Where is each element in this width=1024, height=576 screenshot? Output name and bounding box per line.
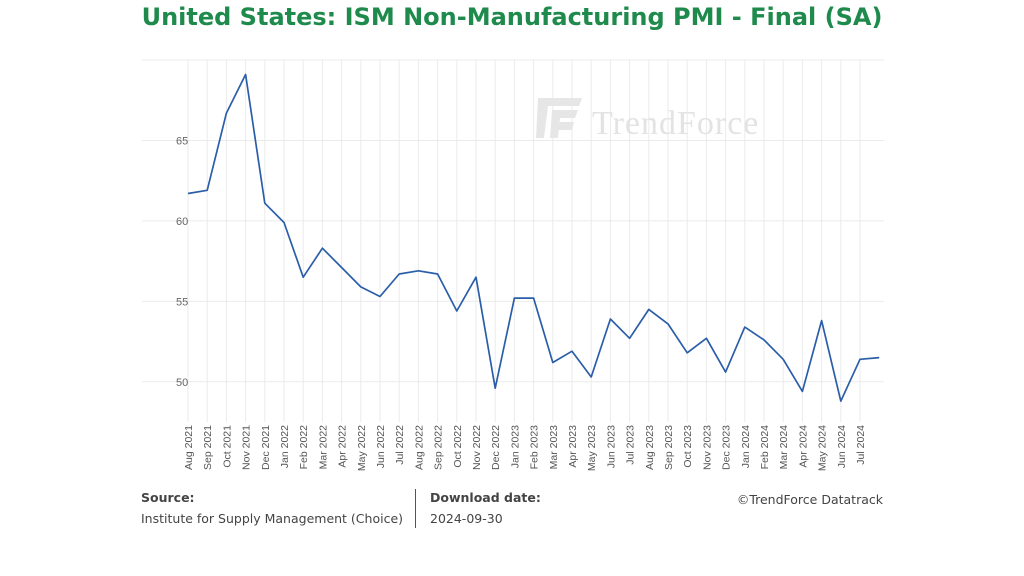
data-point — [206, 189, 208, 191]
x-tick-label: Nov 2023 — [701, 425, 713, 470]
x-tick-label: Aug 2023 — [644, 425, 656, 470]
data-point — [341, 267, 343, 269]
x-tick-label: Sep 2021 — [202, 425, 214, 470]
x-tick-label: Oct 2021 — [221, 425, 233, 468]
y-tick-label: 60 — [176, 216, 188, 228]
x-tick-label: Oct 2023 — [682, 425, 694, 468]
x-tick-label: Oct 2022 — [452, 425, 464, 468]
x-tick-label: Feb 2023 — [529, 425, 541, 470]
data-point — [494, 387, 496, 389]
data-point — [302, 276, 304, 278]
x-tick-label: Sep 2022 — [433, 425, 445, 470]
x-tick-label: Jun 2023 — [605, 425, 617, 468]
data-point — [456, 310, 458, 312]
data-point — [801, 390, 803, 392]
data-point — [782, 358, 784, 360]
download-block: Download date: 2024-09-30 — [430, 490, 541, 526]
y-tick-label: 65 — [176, 135, 188, 147]
data-point — [878, 357, 880, 359]
data-point — [840, 400, 842, 402]
x-tick-label: Nov 2021 — [241, 425, 253, 470]
x-tick-label: Mar 2022 — [317, 425, 329, 470]
y-axis: 50 55 60 65 — [176, 135, 188, 388]
data-point — [533, 297, 535, 299]
data-point — [264, 202, 266, 204]
gridlines — [142, 59, 884, 422]
data-point — [571, 350, 573, 352]
download-value: 2024-09-30 — [430, 511, 503, 526]
trendforce-logo-icon — [536, 98, 582, 138]
x-tick-label: Aug 2022 — [413, 425, 425, 470]
x-tick-label: Jun 2022 — [375, 425, 387, 468]
x-tick-label: May 2024 — [817, 425, 829, 471]
y-tick-label: 50 — [176, 377, 188, 389]
x-tick-label: Jan 2023 — [509, 425, 521, 468]
x-tick-label: Dec 2021 — [260, 425, 272, 470]
series-line — [187, 73, 880, 402]
data-point — [321, 247, 323, 249]
source-block: Source: Institute for Supply Management … — [141, 490, 403, 526]
x-tick-label: Dec 2023 — [721, 425, 733, 470]
data-point — [398, 273, 400, 275]
x-tick-label: Jan 2022 — [279, 425, 291, 468]
x-axis: Aug 2021 Sep 2021 Oct 2021 Nov 2021 Dec 2021… — [183, 425, 867, 471]
x-tick-label: Apr 2023 — [567, 425, 579, 468]
x-tick-label: Jun 2024 — [836, 425, 848, 468]
data-point — [360, 286, 362, 288]
data-point — [705, 337, 707, 339]
data-point — [590, 376, 592, 378]
download-label: Download date: — [430, 490, 541, 505]
x-tick-label: Apr 2024 — [797, 425, 809, 468]
x-tick-label: May 2023 — [586, 425, 598, 471]
data-point — [667, 323, 669, 325]
data-point — [744, 326, 746, 328]
copyright-text: ©TrendForce Datatrack — [736, 492, 883, 507]
data-point — [187, 193, 189, 195]
chart-title: United States: ISM Non-Manufacturing PMI… — [141, 3, 883, 31]
data-point — [686, 352, 688, 354]
data-point — [821, 320, 823, 322]
x-tick-label: Mar 2024 — [778, 425, 790, 470]
data-point — [725, 371, 727, 373]
line-chart: TrendForce 50 55 60 65 Aug 2021 Sep 2021 Oct … — [142, 59, 884, 471]
x-tick-label: Feb 2022 — [298, 425, 310, 470]
x-tick-label: Aug 2021 — [183, 425, 195, 470]
data-point — [245, 73, 247, 75]
data-point — [513, 297, 515, 299]
x-tick-label: Jan 2024 — [740, 425, 752, 468]
y-tick-label: 55 — [176, 296, 188, 308]
x-tick-label: Jul 2022 — [394, 425, 406, 465]
data-point — [225, 112, 227, 114]
data-point — [283, 221, 285, 223]
footer-divider — [415, 489, 416, 528]
x-tick-label: Feb 2024 — [759, 425, 771, 470]
data-point — [859, 358, 861, 360]
data-point — [629, 337, 631, 339]
x-tick-label: Apr 2022 — [337, 425, 349, 468]
x-tick-label: Mar 2023 — [548, 425, 560, 470]
watermark-text: TrendForce — [592, 105, 759, 142]
data-point — [609, 318, 611, 320]
data-point — [437, 273, 439, 275]
trendforce-watermark: TrendForce — [536, 98, 759, 142]
x-tick-label: May 2022 — [356, 425, 368, 471]
data-point — [552, 361, 554, 363]
data-point — [475, 276, 477, 278]
data-point — [763, 339, 765, 341]
x-tick-label: Sep 2023 — [663, 425, 675, 470]
data-point — [379, 296, 381, 298]
x-tick-label: Nov 2022 — [471, 425, 483, 470]
x-tick-label: Dec 2022 — [490, 425, 502, 470]
data-point — [417, 270, 419, 272]
x-tick-label: Jul 2024 — [855, 425, 867, 465]
x-tick-label: Jul 2023 — [625, 425, 637, 465]
source-value: Institute for Supply Management (Choice) — [141, 511, 404, 526]
source-label: Source: — [141, 490, 195, 505]
data-point — [648, 308, 650, 310]
